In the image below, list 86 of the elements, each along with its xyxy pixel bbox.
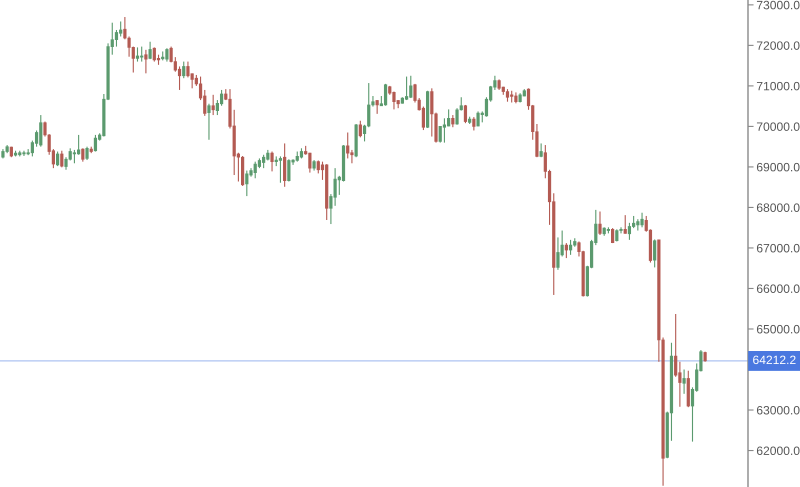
candlestick <box>39 114 42 148</box>
candlestick <box>148 41 152 60</box>
candlestick <box>283 142 286 188</box>
candlestick <box>161 50 164 61</box>
candlestick <box>60 150 64 168</box>
candlestick <box>704 351 707 362</box>
candlestick <box>182 61 186 79</box>
candlestick <box>640 212 644 228</box>
candlestick <box>333 168 337 206</box>
y-tick-label: 72000.0 <box>756 41 800 50</box>
y-tick-label: 65000.0 <box>756 324 800 334</box>
candlestick <box>350 149 354 164</box>
candlestick <box>404 76 408 101</box>
candlestick <box>451 114 454 128</box>
y-tick-label: 62000.0 <box>756 446 800 456</box>
candlestick <box>274 156 278 167</box>
candlestick <box>568 239 572 256</box>
candlestick <box>212 94 215 116</box>
candlestick <box>409 75 412 99</box>
candlestick <box>81 148 84 162</box>
candlestick <box>447 108 450 127</box>
candlestick <box>346 132 350 159</box>
candlestick <box>476 110 480 127</box>
candlestick <box>312 159 316 172</box>
candlestick <box>270 150 274 172</box>
y-tick-label: 67000.0 <box>756 244 800 252</box>
candlestick <box>77 134 80 156</box>
candlestick <box>464 104 468 124</box>
candlestick <box>358 120 362 138</box>
candlestick <box>245 170 248 197</box>
candlestick <box>254 161 257 179</box>
candlestick <box>266 149 270 161</box>
candlestick <box>308 152 312 174</box>
y-tick-label: 71000.0 <box>756 82 800 90</box>
candlestick <box>262 154 266 169</box>
candlestick <box>207 103 211 140</box>
candlestick <box>1 148 5 159</box>
candlestick <box>615 228 618 242</box>
candlestick <box>510 90 514 104</box>
candlestick <box>300 148 304 159</box>
candlestick <box>296 150 299 162</box>
candlestick <box>497 78 501 90</box>
candlestick <box>56 150 60 167</box>
y-tick-label: 66000.0 <box>756 284 800 293</box>
candlestick <box>653 238 656 268</box>
candlestick <box>94 134 98 152</box>
candlestick <box>472 116 476 132</box>
candlestick <box>598 210 602 236</box>
candlestick <box>186 61 190 78</box>
candlestick <box>258 158 262 169</box>
candlestick <box>628 222 632 240</box>
candlestick <box>611 228 614 244</box>
candlestick <box>514 92 518 104</box>
candlestick <box>442 118 446 144</box>
candlestick <box>72 149 76 164</box>
candlestick <box>384 83 388 106</box>
y-tick-label: 68000.0 <box>756 203 800 212</box>
y-tick-label: 69000.0 <box>756 162 800 172</box>
candlestick <box>624 214 627 234</box>
candlestick <box>316 160 320 174</box>
y-tick-label: 73000.0 <box>756 0 800 10</box>
candlestick <box>287 158 290 182</box>
candlestick <box>430 88 434 138</box>
candlestick <box>636 218 640 232</box>
candlestick <box>278 156 282 184</box>
candlestick <box>518 92 522 104</box>
candlestick <box>152 46 156 62</box>
candlestick <box>455 108 459 126</box>
candlestick <box>136 46 140 62</box>
candlestick <box>506 88 510 102</box>
y-tick-label: 70000.0 <box>756 122 800 131</box>
y-tick-label: 63000.0 <box>756 406 800 415</box>
candlestick <box>540 142 543 158</box>
candlestick <box>85 146 89 161</box>
candlestick <box>556 236 560 270</box>
candlestick <box>682 368 686 394</box>
ref-line-label: 64212.2 <box>753 356 796 364</box>
candlestick <box>144 49 148 74</box>
candlestick <box>564 242 568 259</box>
candlestick <box>438 125 442 144</box>
candlestick <box>165 48 169 62</box>
candlestick <box>10 146 13 158</box>
candlestick <box>119 20 122 38</box>
candlestick <box>114 29 118 48</box>
candlestick <box>376 100 379 114</box>
candlestick <box>140 46 144 62</box>
